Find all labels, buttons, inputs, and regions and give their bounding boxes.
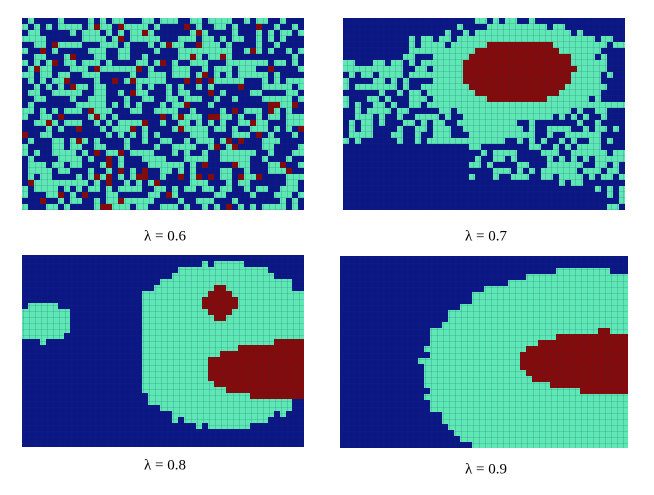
panel	[343, 18, 625, 210]
grid-overlay	[343, 18, 625, 210]
panel	[340, 256, 628, 448]
grid-overlay	[22, 255, 304, 447]
grid-overlay	[340, 256, 628, 448]
caption: λ = 0.8	[144, 457, 186, 473]
panel	[22, 255, 304, 447]
panel	[22, 18, 304, 210]
caption: λ = 0.9	[465, 461, 507, 477]
grid-overlay	[22, 18, 304, 210]
caption: λ = 0.6	[144, 228, 186, 244]
caption: λ = 0.7	[465, 228, 507, 244]
